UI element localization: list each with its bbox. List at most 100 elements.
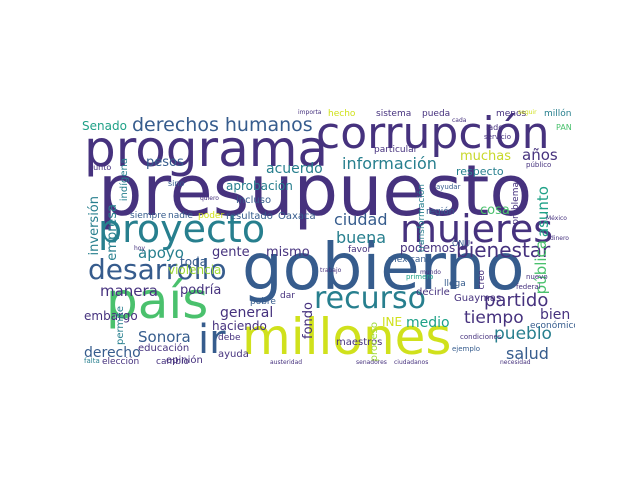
word-guaymas: Guaymas [454,293,502,304]
word-proyecto: proyecto [98,207,266,251]
word-importa: importa [298,109,322,116]
word-decirle: decirle [416,287,450,298]
word-proceso: proceso [369,322,380,362]
word-millones: millones [242,308,452,366]
word-respecto: respecto [456,165,504,178]
word-transformacion: transformación [417,184,427,253]
word-pais: país [106,272,209,330]
word-podria: podría [180,283,222,298]
word-opinion: opinión [166,355,203,366]
word-favor: favor [348,245,372,255]
word-ciudadanos: ciudadanos [394,359,429,366]
word-salud: salud [506,344,549,363]
word-onu: ONU [452,239,471,248]
word-economico: económico [530,321,575,331]
word-permite: permite [115,306,126,346]
word-inversion: inversión [87,196,102,256]
word-desarrollo: desarrollo [88,253,227,286]
word-sonora: Sonora [138,328,191,346]
word-necesidad: necesidad [500,359,531,366]
word-llega: llega [444,279,466,289]
word-cloud: presupuesto gobierno programa corrupción… [80,108,575,370]
word-ciudad: ciudad [334,210,388,229]
word-bien: bien [540,307,571,323]
word-maestros: maestros [336,337,383,348]
word-ejemplo: ejemplo [452,345,481,353]
word-presupuesto: presupuesto [98,150,533,232]
word-partido: partido [484,290,549,311]
word-programa: programa [84,120,329,178]
word-incluso: incluso [236,195,272,206]
word-poder: poder [198,211,225,221]
word-derechos-humanos: derechos humanos [132,114,313,136]
word-ine: INE [382,315,403,329]
word-educacion: educación [138,343,190,354]
word-podemos: podemos [400,241,456,255]
word-toda: toda [180,255,208,269]
word-tiempo: tiempo [464,308,524,328]
word-quiero: quiero [200,195,219,202]
word-siempre: siempre [130,211,167,221]
word-condiciones: condiciones [460,333,502,341]
word-asunto: asunto [534,186,552,238]
word-problema: problema [511,182,521,225]
word-muchas: muchas [460,149,512,164]
word-mundo: mundo [420,269,441,276]
word-sino: sino [168,179,185,188]
word-embargo: embargo [84,309,138,323]
word-dinero: dinero [550,235,569,242]
word-indigena: indígena [119,158,130,202]
word-hecho: hecho [328,109,356,119]
word-mujeres: mujeres [400,207,554,251]
word-recurso: recurso [314,281,426,316]
word-pesos: pesos [146,155,184,170]
word-mismo: mismo [266,245,310,260]
word-bienestar: bienestar [456,238,551,262]
word-cambio: cambio [156,357,189,367]
word-cada: cada [452,117,467,124]
word-empresa: empresa [105,204,120,261]
word-senado: Senado [82,119,127,133]
word-mexicano: mexicano [388,255,432,265]
word-informacion: información [342,154,437,173]
word-servicio: servicio [484,133,511,141]
word-pueblo: pueblo [494,324,552,344]
word-particular: particular [374,145,418,155]
word-eleccion: elección [102,357,140,367]
word-ayudar: ayudar [436,183,461,191]
word-fondo: fondo [301,302,316,339]
word-millon: millón [544,109,572,119]
word-violencia: violencia [168,263,222,277]
word-creo: creo [477,270,487,290]
word-federal: federal [516,283,541,291]
word-nadie: nadie [168,211,193,221]
word-falta: falta [84,357,100,365]
word-publico: público [526,161,552,169]
word-gobierno: gobierno [242,231,525,305]
word-anos: años [522,146,558,164]
word-region: región [426,207,455,217]
word-cosa: cosa [480,203,510,218]
word-mexico: México [546,215,567,222]
word-punto: punto [88,163,112,172]
word-medio: medio [406,315,450,331]
word-senadores: senadores [356,359,387,366]
word-seguir: seguir [518,109,537,116]
word-trabajo: trabajo [320,267,342,274]
word-haciendo: haciendo [212,319,267,333]
word-general: general [220,305,274,321]
word-ir: ir [198,317,226,363]
word-primero: primero [406,273,434,281]
word-dar: dar [280,291,295,301]
word-aprobacion: aprobación [226,179,293,193]
word-acuerdo: acuerdo [266,161,323,177]
word-ayuda: ayuda [218,349,249,360]
word-corrupcion: corrupción [316,108,550,159]
word-hoy: hoy [134,245,146,252]
word-gente: gente [212,245,250,260]
word-nuevo: nuevo [526,273,548,281]
word-resultado: resultado [226,211,273,222]
word-sistema: sistema [376,109,412,119]
word-manera: manera [100,282,158,300]
word-menos: menos [496,109,527,119]
